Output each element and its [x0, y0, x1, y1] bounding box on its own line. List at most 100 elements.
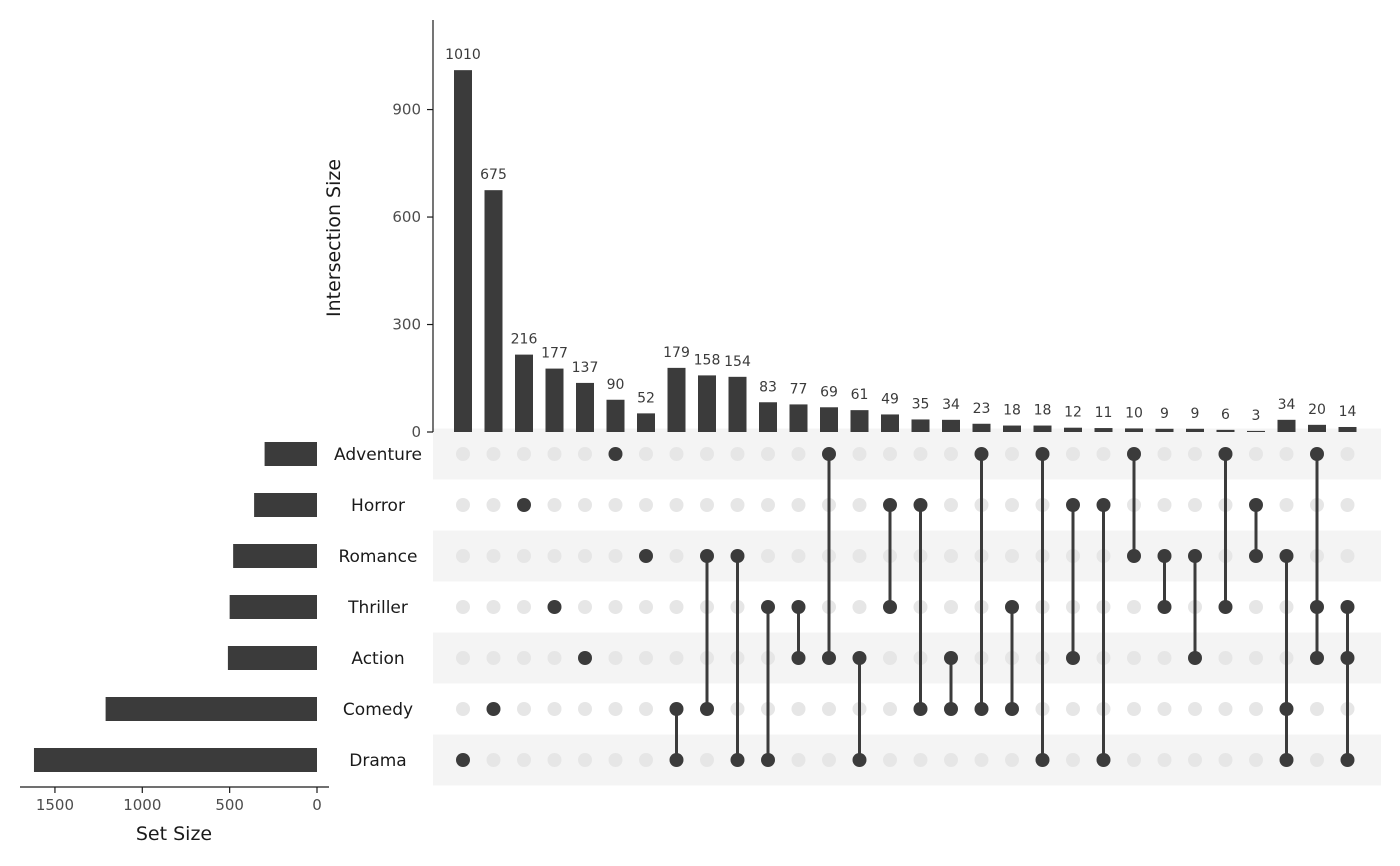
- matrix-stripe: [433, 530, 1381, 582]
- intersection-bar-label: 154: [724, 354, 751, 370]
- intersection-bar: [1064, 427, 1082, 432]
- matrix-dot-inactive: [517, 600, 531, 614]
- y-tick-label: 0: [411, 423, 421, 441]
- matrix-dot-inactive: [1340, 549, 1355, 563]
- set-label: Action: [351, 649, 404, 669]
- matrix-dot-inactive: [639, 600, 653, 614]
- matrix-dot-inactive: [1005, 753, 1019, 767]
- matrix-dot-inactive: [547, 549, 562, 563]
- matrix-dot-inactive: [1218, 651, 1233, 665]
- intersection-bar: [667, 367, 686, 432]
- matrix-dot-inactive: [944, 549, 958, 563]
- matrix-dot-inactive: [1249, 651, 1263, 665]
- matrix-dot-inactive: [517, 753, 531, 767]
- set-size-bar: [254, 493, 317, 517]
- y-tick-label: 900: [392, 101, 421, 119]
- matrix-dot-inactive: [761, 549, 775, 563]
- matrix-dot-inactive: [1127, 753, 1141, 767]
- matrix-dot-inactive: [1310, 702, 1324, 716]
- matrix-dot-active: [1096, 753, 1111, 767]
- matrix-dot-inactive: [1005, 447, 1019, 461]
- intersection-bar: [1125, 428, 1143, 432]
- matrix-dot-active: [1035, 753, 1050, 767]
- matrix-dot-inactive: [578, 498, 592, 512]
- matrix-dot-active: [761, 753, 775, 767]
- matrix-dot-inactive: [1279, 447, 1294, 461]
- matrix-dot-active: [1066, 651, 1080, 665]
- matrix-dot-inactive: [547, 651, 562, 665]
- matrix-dot-inactive: [944, 753, 958, 767]
- matrix-dot-inactive: [761, 498, 775, 512]
- matrix-dot-inactive: [791, 702, 806, 716]
- matrix-dot-inactive: [1157, 651, 1172, 665]
- x-tick-label: 0: [312, 796, 322, 814]
- matrix-dot-active: [1005, 600, 1019, 614]
- set-size-bar: [233, 544, 317, 568]
- matrix-dot-active: [1157, 600, 1172, 614]
- matrix-dot-inactive: [608, 549, 623, 563]
- set-label: Horror: [351, 496, 405, 516]
- matrix-dot-inactive: [608, 702, 623, 716]
- matrix-dot-inactive: [1218, 702, 1233, 716]
- matrix-dot-inactive: [791, 549, 806, 563]
- matrix-dot-inactive: [639, 498, 653, 512]
- matrix-dot-inactive: [761, 447, 775, 461]
- set-labels: Adventure Horror Romance Thriller Action Come…: [334, 445, 422, 771]
- set-size-bar: [227, 646, 317, 670]
- matrix-dot-inactive: [1310, 753, 1324, 767]
- matrix-dot-inactive: [639, 753, 653, 767]
- matrix-dot-inactive: [1249, 753, 1263, 767]
- intersection-bar-label: 20: [1308, 402, 1326, 418]
- matrix-dot-inactive: [883, 753, 897, 767]
- matrix-dot-inactive: [944, 600, 958, 614]
- matrix-dot-inactive: [883, 651, 897, 665]
- matrix-dot-active: [669, 753, 684, 767]
- matrix-dot-inactive: [639, 651, 653, 665]
- matrix-dot-inactive: [669, 651, 684, 665]
- matrix-dot-inactive: [486, 498, 501, 512]
- matrix-dot-inactive: [456, 600, 470, 614]
- matrix-dot-inactive: [913, 447, 928, 461]
- matrix-dot-inactive: [1127, 702, 1141, 716]
- matrix-dot-inactive: [486, 753, 501, 767]
- matrix-dot-active: [578, 651, 592, 665]
- matrix-dot-inactive: [578, 447, 592, 461]
- intersection-bar: [1033, 425, 1052, 432]
- matrix-dot-inactive: [822, 753, 836, 767]
- matrix-dot-inactive: [669, 498, 684, 512]
- matrix-dot-inactive: [1249, 447, 1263, 461]
- matrix-dot-inactive: [608, 753, 623, 767]
- matrix-dot-active: [883, 498, 897, 512]
- x-tick-label: 500: [215, 796, 244, 814]
- set-label: Drama: [349, 751, 406, 771]
- matrix-dot-active: [517, 498, 531, 512]
- matrix-dot-active: [1218, 600, 1233, 614]
- matrix-dot-active: [1249, 498, 1263, 512]
- matrix-dot-inactive: [1249, 600, 1263, 614]
- matrix-dot-inactive: [669, 549, 684, 563]
- matrix-dot-inactive: [1066, 702, 1080, 716]
- intersection-bar: [1155, 428, 1174, 432]
- matrix-dot-inactive: [517, 702, 531, 716]
- set-size-axis-title: Set Size: [136, 823, 212, 845]
- matrix-dot-active: [791, 600, 806, 614]
- matrix: [456, 447, 1355, 767]
- matrix-stripes: [433, 428, 1381, 786]
- x-tick-label: 1500: [36, 796, 74, 814]
- matrix-dot-active: [1127, 549, 1141, 563]
- set-label: Thriller: [347, 598, 408, 618]
- matrix-dot-active: [669, 702, 684, 716]
- matrix-dot-inactive: [456, 702, 470, 716]
- matrix-dot-inactive: [1096, 447, 1111, 461]
- matrix-dot-inactive: [883, 702, 897, 716]
- intersection-bar-label: 52: [637, 390, 655, 406]
- intersection-bar: [759, 402, 777, 432]
- matrix-dot-inactive: [1066, 753, 1080, 767]
- matrix-dot-active: [1096, 498, 1111, 512]
- intersection-bar-label: 177: [541, 346, 568, 362]
- matrix-dot-inactive: [456, 447, 470, 461]
- matrix-dot-active: [1157, 549, 1172, 563]
- matrix-dot-active: [639, 549, 653, 563]
- y-tick-label: 300: [392, 316, 421, 334]
- matrix-dot-inactive: [730, 498, 745, 512]
